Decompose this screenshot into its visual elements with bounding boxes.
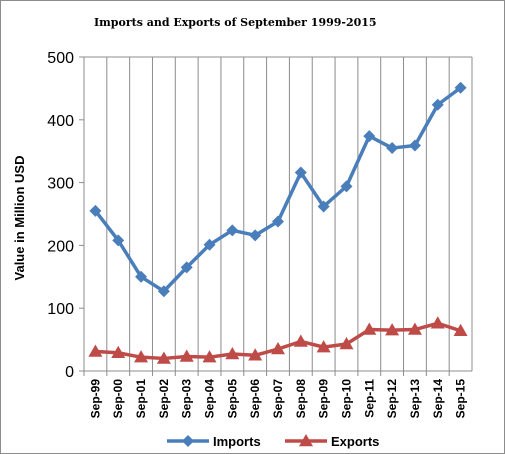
x-tick-label: Sep-03: [180, 379, 194, 419]
diamond-marker: [180, 261, 193, 274]
series-imports: [89, 81, 467, 298]
triangle-marker: [316, 340, 331, 353]
x-axis-ticks: Sep-99 Sep-00 Sep-01 Sep-02 Sep-03 Sep-04 Sep-…: [83, 371, 468, 419]
triangle-marker: [271, 342, 285, 355]
triangle-marker: [179, 349, 194, 362]
x-tick-label: Sep-05: [225, 379, 239, 419]
triangle-marker: [299, 434, 313, 447]
diamond-marker: [89, 204, 102, 217]
diamond-marker: [363, 130, 376, 143]
legend-label: Exports: [331, 434, 379, 449]
diamond-marker: [112, 234, 125, 247]
x-tick-label: Sep-10: [339, 379, 353, 419]
legend-item-exports: Exports: [285, 434, 379, 449]
triangle-marker: [293, 334, 308, 347]
x-tick-label: Sep-02: [157, 379, 171, 419]
triangle-marker: [248, 348, 263, 361]
triangle-marker: [225, 347, 240, 360]
triangle-marker: [430, 316, 445, 329]
y-axis-label: Value in Million USD: [12, 156, 27, 281]
diamond-marker: [135, 270, 148, 283]
triangle-marker: [88, 344, 103, 357]
series-exports: [88, 316, 468, 364]
x-tick-label: Sep-06: [248, 379, 262, 419]
x-tick-label: Sep-04: [203, 379, 217, 419]
diamond-marker: [454, 81, 467, 94]
triangle-marker: [385, 323, 400, 336]
x-tick-label: Sep-14: [431, 379, 445, 419]
legend-item-imports: Imports: [167, 434, 261, 449]
diamond-marker: [317, 200, 330, 213]
y-tick-label: 100: [47, 301, 74, 318]
triangle-marker: [339, 336, 354, 350]
triangle-marker: [156, 351, 171, 364]
x-tick-label: Sep-00: [111, 379, 125, 419]
axes: [83, 56, 472, 372]
diamond-marker: [182, 435, 194, 447]
x-tick-label: Sep-01: [134, 379, 148, 419]
x-tick-label: Sep-09: [317, 379, 331, 419]
triangle-marker: [202, 350, 217, 363]
y-tick-label: 0: [65, 364, 74, 381]
y-tick-label: 500: [47, 50, 74, 67]
triangle-marker: [111, 345, 126, 359]
x-tick-label: Sep-07: [271, 379, 285, 419]
x-tick-label: Sep-11: [362, 379, 376, 418]
y-tick-label: 400: [47, 113, 74, 130]
triangle-marker: [362, 322, 377, 335]
x-tick-label: Sep-12: [385, 379, 399, 419]
diamond-marker: [272, 215, 284, 228]
diamond-marker: [249, 229, 262, 242]
x-tick-label: Sep-08: [294, 379, 308, 419]
series: [88, 81, 468, 364]
y-tick-label: 300: [47, 176, 74, 193]
x-tick-label: Sep-13: [408, 379, 422, 419]
legend: Imports Exports: [167, 434, 379, 449]
triangle-marker: [453, 323, 468, 337]
triangle-marker: [407, 322, 422, 335]
chart-title: Imports and Exports of September 1999-20…: [94, 16, 377, 29]
diamond-marker: [157, 285, 170, 298]
diamond-marker: [431, 98, 444, 111]
y-axis-ticks: 0 100 200 300 400 500: [47, 50, 84, 381]
diamond-marker: [408, 139, 421, 152]
x-tick-label: Sep-99: [88, 379, 102, 419]
imports-line: [94, 86, 462, 293]
diamond-marker: [340, 180, 353, 193]
x-tick-label: Sep-15: [454, 379, 468, 419]
diamond-marker: [386, 142, 399, 155]
grid-lines: [83, 57, 473, 371]
legend-label: Imports: [213, 434, 261, 449]
y-tick-label: 200: [47, 238, 74, 255]
diamond-marker: [226, 224, 239, 237]
diamond-marker: [203, 238, 216, 251]
diamond-marker: [294, 166, 307, 179]
triangle-marker: [134, 350, 149, 363]
